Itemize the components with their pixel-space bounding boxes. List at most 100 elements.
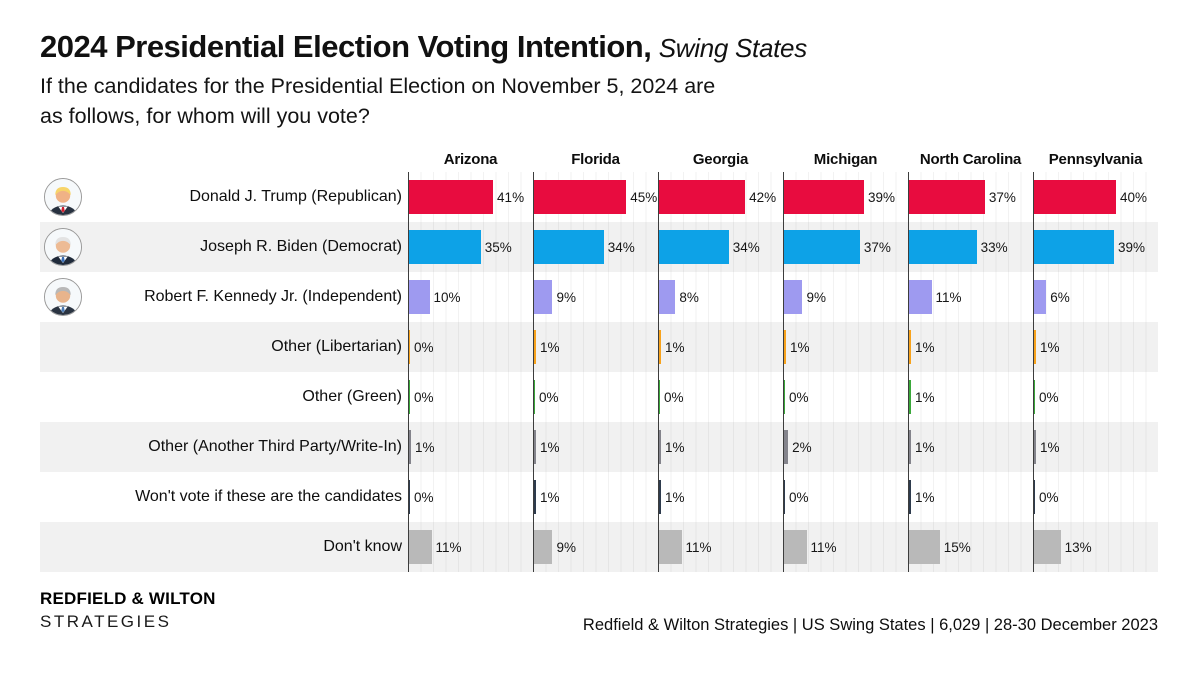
row-label: Other (Libertarian): [271, 338, 402, 355]
row-label-cell: Other (Libertarian): [40, 322, 408, 372]
bar-cell-arizona-donald-j-trump-republican: 41%: [408, 172, 533, 222]
bar-cell-arizona-other-libertarian: 0%: [408, 322, 533, 372]
row-label-cell: Joseph R. Biden (Democrat): [40, 222, 408, 272]
bar-value-label: 0%: [414, 389, 434, 405]
bar: [1034, 480, 1035, 514]
bar-cell-north-carolina-donald-j-trump-republican: 37%: [908, 172, 1033, 222]
bar: [409, 180, 494, 214]
bar-cell-pennsylvania-other-another-third-party-write-in: 1%: [1033, 422, 1158, 472]
bar-cell-north-carolina-other-green: 1%: [908, 372, 1033, 422]
bar-cell-pennsylvania-robert-f-kennedy-jr-independent: 6%: [1033, 272, 1158, 322]
chart: Arizona Florida Georgia Michigan North Carol…: [40, 146, 1158, 572]
bar-value-label: 42%: [749, 189, 777, 205]
bar: [409, 430, 412, 464]
brand-subname: STRATEGIES: [40, 612, 172, 631]
bar: [534, 330, 537, 364]
chart-row-won-t-vote-if-these-are-the-candidates: Won't vote if these are the candidates 0%…: [40, 472, 1158, 522]
bar: [1034, 330, 1037, 364]
bar-cell-michigan-don-t-know: 11%: [783, 522, 908, 572]
bar: [659, 280, 676, 314]
bar-value-label: 41%: [497, 189, 525, 205]
bar-value-label: 11%: [810, 539, 837, 555]
chart-row-don-t-know: Don't know 11% 9% 11% 11% 15% 13%: [40, 522, 1158, 572]
bar-cell-north-carolina-don-t-know: 15%: [908, 522, 1033, 572]
bar-cell-arizona-won-t-vote-if-these-are-the-candidates: 0%: [408, 472, 533, 522]
bar-cell-arizona-don-t-know: 11%: [408, 522, 533, 572]
bar: [659, 430, 662, 464]
bar-cell-pennsylvania-won-t-vote-if-these-are-the-candidates: 0%: [1033, 472, 1158, 522]
bar-value-label: 1%: [915, 389, 935, 405]
page-title-qualifier: Swing States: [651, 33, 807, 63]
row-label: Joseph R. Biden (Democrat): [200, 238, 402, 255]
bar: [784, 480, 785, 514]
bar-cell-georgia-joseph-r-biden-democrat: 34%: [658, 222, 783, 272]
bar: [659, 230, 729, 264]
bar-cell-florida-donald-j-trump-republican: 45%: [533, 172, 658, 222]
title-block: 2024 Presidential Election Voting Intent…: [40, 29, 1160, 131]
bar-cell-georgia-other-green: 0%: [658, 372, 783, 422]
bar: [909, 280, 932, 314]
bar-cell-pennsylvania-joseph-r-biden-democrat: 39%: [1033, 222, 1158, 272]
bar-cell-pennsylvania-other-libertarian: 1%: [1033, 322, 1158, 372]
bar-value-label: 39%: [867, 189, 895, 205]
bar-value-label: 1%: [790, 339, 810, 355]
bar: [534, 530, 553, 564]
bar-cell-pennsylvania-donald-j-trump-republican: 40%: [1033, 172, 1158, 222]
chart-row-robert-f-kennedy-jr-independent: Robert F. Kennedy Jr. (Independent) 10% 9%…: [40, 272, 1158, 322]
bar: [1034, 280, 1047, 314]
bar: [1034, 380, 1035, 414]
bar-value-label: 0%: [789, 489, 809, 505]
bar-value-label: 33%: [980, 239, 1008, 255]
bar: [659, 530, 682, 564]
bar: [1034, 530, 1061, 564]
bar: [534, 230, 604, 264]
bar-value-label: 11%: [685, 539, 712, 555]
bar: [784, 380, 785, 414]
bar: [534, 480, 537, 514]
bar-value-label: 1%: [1040, 339, 1060, 355]
bar-value-label: 0%: [539, 389, 559, 405]
column-headers-row: Arizona Florida Georgia Michigan North Carol…: [40, 146, 1158, 172]
row-label-cell: Donald J. Trump (Republican): [40, 172, 408, 222]
bar-cell-georgia-won-t-vote-if-these-are-the-candidates: 1%: [658, 472, 783, 522]
bar: [659, 180, 746, 214]
bar: [409, 330, 410, 364]
bar-cell-north-carolina-robert-f-kennedy-jr-independent: 11%: [908, 272, 1033, 322]
bar: [534, 180, 627, 214]
bar: [909, 330, 912, 364]
bar-value-label: 1%: [1040, 439, 1060, 455]
bar: [534, 430, 537, 464]
bar-value-label: 39%: [1117, 239, 1145, 255]
bar-value-label: 13%: [1064, 539, 1092, 555]
bar: [659, 480, 662, 514]
bar-value-label: 1%: [915, 339, 935, 355]
bar: [909, 380, 912, 414]
bar-cell-north-carolina-won-t-vote-if-these-are-the-candidates: 1%: [908, 472, 1033, 522]
bar-value-label: 34%: [607, 239, 635, 255]
bar-cell-florida-won-t-vote-if-these-are-the-candidates: 1%: [533, 472, 658, 522]
bar-value-label: 0%: [1039, 489, 1059, 505]
bar: [784, 230, 860, 264]
bar-value-label: 0%: [664, 389, 684, 405]
bar-cell-arizona-other-green: 0%: [408, 372, 533, 422]
bar-cell-florida-other-libertarian: 1%: [533, 322, 658, 372]
trump-avatar: [44, 178, 82, 216]
kennedy-avatar: [44, 278, 82, 316]
bar-cell-north-carolina-joseph-r-biden-democrat: 33%: [908, 222, 1033, 272]
bar-value-label: 40%: [1120, 189, 1148, 205]
bar-cell-florida-other-another-third-party-write-in: 1%: [533, 422, 658, 472]
bar-value-label: 11%: [435, 539, 462, 555]
bar-value-label: 1%: [415, 439, 435, 455]
bar-value-label: 1%: [540, 339, 560, 355]
bar: [909, 180, 985, 214]
bar-value-label: 1%: [915, 439, 935, 455]
page-title: 2024 Presidential Election Voting Intent…: [40, 29, 1160, 64]
bar-value-label: 1%: [915, 489, 935, 505]
bar-value-label: 10%: [433, 289, 461, 305]
column-header-michigan: Michigan: [813, 151, 878, 168]
column-header-pennsylvania: Pennsylvania: [1048, 151, 1143, 168]
row-label-cell: Don't know: [40, 522, 408, 572]
bar-cell-georgia-don-t-know: 11%: [658, 522, 783, 572]
bar-value-label: 1%: [540, 489, 560, 505]
page-title-main: 2024 Presidential Election Voting Intent…: [40, 29, 644, 64]
